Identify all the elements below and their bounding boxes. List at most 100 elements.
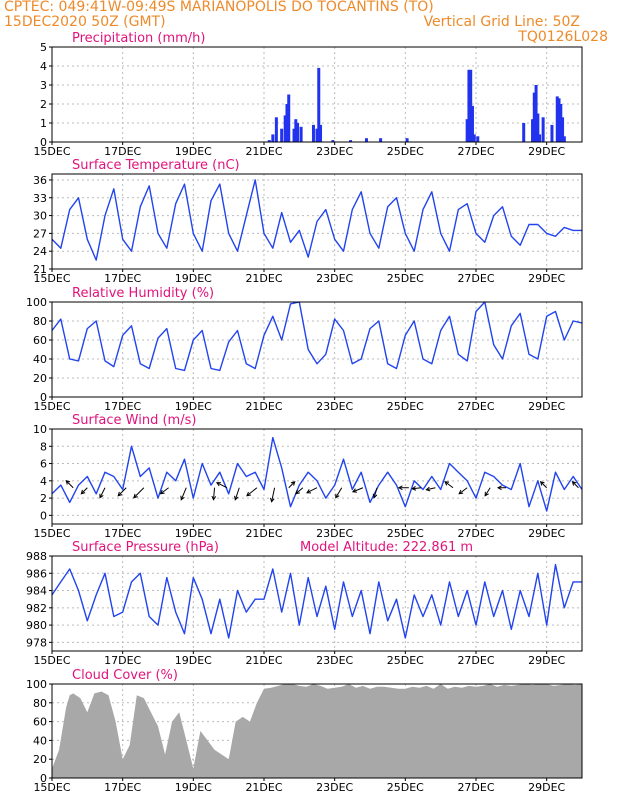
y-tick-label: 21: [33, 263, 47, 276]
wind-arrow: [99, 487, 106, 498]
wind-arrow: [373, 487, 378, 498]
wind-arrow: [458, 487, 468, 495]
wind-arrow-head: [295, 489, 300, 495]
station-header: CPTEC: 049:41W-09:49S MARIANOPOLIS DO TO…: [4, 0, 434, 15]
x-tick-label: 29DEC: [528, 781, 565, 794]
wind-arrow: [216, 482, 228, 489]
x-tick-label: 23DEC: [316, 145, 353, 158]
x-tick-label: 15DEC: [33, 400, 70, 413]
y-tick-label: 3: [40, 79, 47, 92]
y-tick-label: 40: [33, 353, 47, 366]
precip-bar: [274, 117, 278, 142]
wind-arrow-head: [539, 480, 545, 486]
plot-frame: [51, 683, 583, 779]
x-tick-label: 19DEC: [175, 527, 212, 540]
wind-arrow: [335, 487, 343, 498]
y-tick-label: 24: [33, 245, 47, 258]
wind-arrow: [540, 481, 548, 489]
y-tick-label: 988: [26, 550, 47, 563]
precip-bar: [470, 105, 474, 142]
y-tick-label: 1: [40, 117, 47, 130]
x-tick-label: 17DEC: [104, 400, 141, 413]
y-tick-label: 978: [26, 636, 47, 649]
precip-bar: [311, 124, 315, 142]
panel-3: 0 20 40 60 80 100 15DEC 17DEC 19DEC 21DEC 23DEC 25D…: [26, 286, 583, 413]
x-tick-label: 21DEC: [245, 400, 282, 413]
series-line: [51, 563, 582, 639]
x-tick-label: 17DEC: [104, 781, 141, 794]
series-line: [51, 436, 583, 512]
cloud-cover-area: [52, 684, 582, 778]
x-tick-label: 23DEC: [316, 400, 353, 413]
wind-arrow-head: [351, 488, 357, 493]
x-tick-label: 27DEC: [457, 527, 494, 540]
x-tick-label: 23DEC: [316, 781, 353, 794]
precip-bar: [287, 94, 291, 142]
precip-bar: [319, 124, 323, 142]
x-tick-label: 23DEC: [316, 654, 353, 667]
wind-arrow-head: [306, 489, 312, 494]
y-tick-label: 986: [26, 567, 47, 580]
wind-arrow-head: [180, 495, 185, 501]
y-tick-label: 36: [33, 174, 47, 187]
x-tick-label: 25DEC: [387, 527, 424, 540]
x-tick-label: 25DEC: [387, 400, 424, 413]
panel-subtitle: Model Altitude: 222.861 m: [300, 540, 473, 555]
run-code: TQ0126L028: [518, 29, 608, 45]
wind-arrow: [288, 481, 296, 489]
x-tick-label: 21DEC: [245, 781, 282, 794]
x-tick-label: 17DEC: [104, 527, 141, 540]
y-tick-label: 80: [33, 315, 47, 328]
x-tick-label: 21DEC: [245, 654, 282, 667]
wind-arrow-head: [571, 480, 577, 486]
precip-bar: [559, 104, 563, 142]
precip-bar: [465, 119, 469, 142]
precip-bar: [292, 128, 296, 142]
y-tick-label: 0: [40, 509, 47, 522]
y-tick-label: 100: [26, 678, 47, 691]
x-tick-label: 23DEC: [316, 527, 353, 540]
wind-arrow: [306, 487, 318, 494]
x-tick-label: 15DEC: [33, 527, 70, 540]
precip-bar: [538, 134, 542, 142]
y-tick-label: 980: [26, 619, 47, 632]
wind-arrow-head: [397, 485, 403, 491]
y-tick-label: 100: [26, 296, 47, 309]
precip-bar: [469, 69, 473, 142]
wind-arrow-head: [372, 493, 378, 499]
wind-arrow: [213, 487, 216, 500]
panel-title: Precipitation (mm/h): [72, 31, 205, 46]
precip-bar: [331, 140, 335, 142]
x-tick-label: 25DEC: [387, 654, 424, 667]
x-tick-label: 29DEC: [528, 272, 565, 285]
precip-bar: [349, 140, 353, 142]
wind-arrow-head: [234, 495, 239, 501]
precip-bar: [283, 115, 287, 142]
x-tick-label: 27DEC: [457, 781, 494, 794]
y-tick-label: 27: [33, 227, 47, 240]
wind-arrow: [271, 487, 276, 502]
precip-bar: [550, 124, 554, 142]
y-tick-label: 6: [40, 458, 47, 471]
x-tick-label: 15DEC: [33, 272, 70, 285]
wind-arrow: [572, 481, 579, 489]
y-tick-label: 5: [40, 41, 47, 54]
panel-title: Cloud Cover (%): [72, 668, 178, 683]
wind-arrow: [65, 480, 74, 489]
wind-arrow-head: [411, 486, 417, 491]
wind-arrow-head: [215, 482, 221, 487]
wind-arrow: [160, 487, 169, 495]
y-tick-label: 20: [33, 753, 47, 766]
x-tick-label: 15DEC: [33, 654, 70, 667]
wind-arrow: [444, 481, 454, 489]
precip-bar: [557, 98, 561, 142]
precip-bar: [522, 123, 526, 142]
y-tick-label: 0: [40, 772, 47, 785]
x-tick-label: 25DEC: [387, 781, 424, 794]
plot-frame: [51, 555, 583, 652]
panel-6: 0 20 40 60 80 100 15DEC 17DEC 19DEC 21DEC 23DEC 25D…: [26, 668, 583, 794]
precip-bar: [364, 138, 368, 142]
precip-bar: [405, 138, 409, 142]
wind-arrow: [246, 487, 258, 497]
wind-arrow-head: [80, 489, 86, 495]
